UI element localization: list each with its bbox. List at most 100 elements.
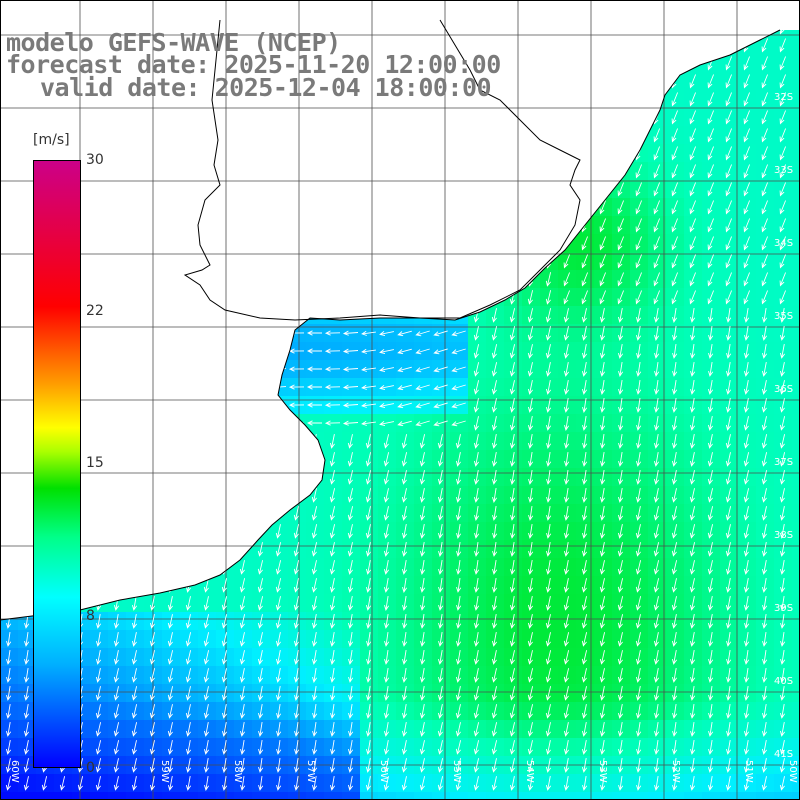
speed-cell bbox=[792, 558, 800, 577]
wind-arrow bbox=[599, 110, 607, 125]
speed-cell bbox=[450, 198, 469, 217]
wind-arrow bbox=[726, 344, 732, 359]
wind-arrow bbox=[181, 366, 196, 373]
wind-arrow bbox=[437, 488, 444, 503]
wind-arrow bbox=[527, 560, 534, 575]
wind-arrow bbox=[725, 362, 732, 377]
wind-arrow bbox=[474, 218, 480, 233]
wind-arrow bbox=[109, 150, 124, 156]
wind-arrow bbox=[419, 434, 426, 449]
wind-arrow bbox=[653, 30, 661, 35]
wind-arrow bbox=[473, 398, 479, 413]
wind-arrow bbox=[653, 308, 660, 323]
speed-cell bbox=[252, 450, 271, 469]
wind-arrow bbox=[599, 488, 606, 503]
speed-cell bbox=[180, 288, 199, 307]
speed-cell bbox=[630, 54, 649, 73]
wind-arrow bbox=[275, 452, 282, 467]
wind-arrow bbox=[253, 204, 268, 210]
wind-arrow bbox=[473, 488, 480, 503]
speed-cell bbox=[270, 270, 289, 289]
country-border bbox=[183, 19, 581, 321]
wind-arrow bbox=[311, 470, 317, 485]
wind-arrow bbox=[38, 7, 52, 11]
wind-arrow bbox=[167, 632, 173, 647]
speed-cell bbox=[270, 486, 289, 505]
wind-arrow bbox=[95, 632, 102, 647]
speed-cell bbox=[288, 288, 307, 307]
speed-cell bbox=[180, 432, 199, 451]
wind-arrow bbox=[59, 776, 66, 791]
wind-arrow bbox=[654, 362, 660, 377]
wind-arrow bbox=[599, 524, 606, 539]
wind-arrow bbox=[23, 776, 29, 791]
wind-arrow bbox=[312, 722, 318, 737]
speed-cell bbox=[360, 126, 379, 145]
wind-arrow bbox=[599, 344, 606, 359]
wind-arrow bbox=[527, 254, 533, 269]
wind-arrow bbox=[181, 258, 196, 265]
speed-cell bbox=[342, 234, 361, 253]
wind-arrow bbox=[653, 218, 661, 233]
speed-cell bbox=[396, 162, 415, 181]
wind-arrow bbox=[311, 488, 317, 503]
wind-arrow bbox=[311, 560, 317, 575]
wind-arrow bbox=[743, 434, 749, 449]
wind-arrow bbox=[347, 560, 353, 575]
speed-cell bbox=[522, 0, 541, 19]
wind-arrow bbox=[288, 366, 305, 372]
wind-arrow bbox=[365, 560, 372, 575]
speed-cell bbox=[252, 252, 271, 271]
wind-arrow bbox=[599, 506, 606, 521]
wind-arrow bbox=[383, 776, 389, 791]
wind-arrow bbox=[240, 776, 246, 791]
wind-arrow bbox=[221, 578, 227, 593]
wind-arrow bbox=[342, 402, 359, 408]
wind-arrow bbox=[474, 164, 480, 179]
wind-arrow bbox=[293, 506, 299, 521]
wind-arrow bbox=[491, 686, 497, 701]
lat-label: 35S bbox=[774, 311, 793, 322]
wind-arrow bbox=[131, 758, 137, 773]
wind-arrow bbox=[707, 506, 714, 521]
wind-arrow bbox=[347, 758, 354, 773]
wind-arrow bbox=[348, 722, 354, 737]
speed-cell bbox=[180, 486, 199, 505]
wind-arrow bbox=[451, 168, 466, 175]
wind-arrow bbox=[491, 452, 498, 467]
speed-cell bbox=[504, 180, 523, 199]
wind-arrow bbox=[707, 560, 713, 575]
speed-cell bbox=[378, 288, 397, 307]
speed-cell bbox=[126, 162, 145, 181]
wind-arrow bbox=[635, 542, 641, 557]
wind-arrow bbox=[329, 452, 335, 467]
wind-arrow bbox=[725, 182, 733, 197]
wind-arrow bbox=[451, 258, 466, 265]
wind-arrow bbox=[779, 56, 787, 71]
wind-arrow bbox=[708, 326, 714, 341]
wind-arrow bbox=[379, 294, 394, 301]
wind-arrow bbox=[563, 380, 570, 395]
speed-cell bbox=[270, 468, 289, 487]
wind-arrow bbox=[491, 254, 498, 269]
speed-cell bbox=[270, 432, 289, 451]
wind-arrow bbox=[415, 420, 430, 427]
wind-arrow bbox=[671, 650, 678, 665]
wind-arrow bbox=[379, 276, 394, 283]
wind-arrow bbox=[617, 668, 623, 683]
wind-arrow bbox=[109, 402, 124, 408]
wind-arrow bbox=[509, 758, 515, 773]
wind-arrow bbox=[217, 222, 232, 229]
speed-cell bbox=[198, 396, 217, 415]
wind-arrow bbox=[618, 3, 624, 16]
speed-cell bbox=[216, 558, 235, 577]
wind-arrow bbox=[306, 186, 322, 192]
wind-arrow bbox=[545, 578, 552, 593]
wind-arrow bbox=[510, 524, 516, 539]
wind-arrow bbox=[707, 434, 713, 449]
wind-arrow bbox=[725, 290, 733, 305]
wind-arrow bbox=[168, 434, 174, 449]
speed-cell bbox=[0, 90, 19, 109]
wind-arrow bbox=[6, 632, 12, 647]
wind-arrow bbox=[581, 164, 589, 179]
